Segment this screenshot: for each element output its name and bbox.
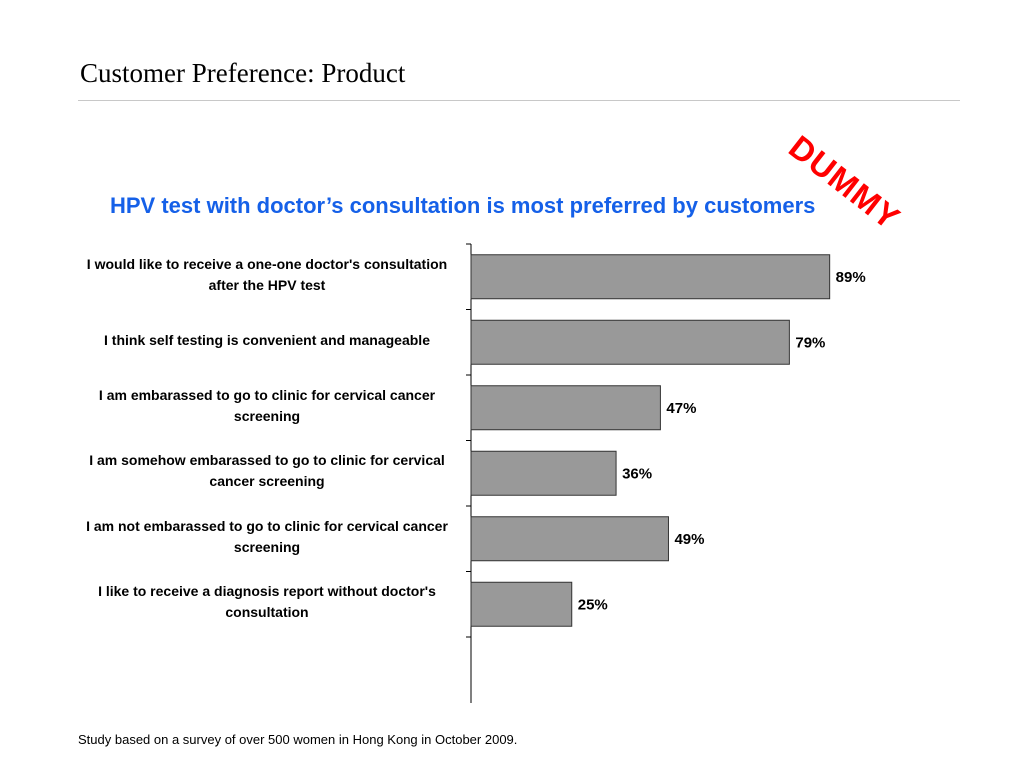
- title-divider: [78, 100, 960, 101]
- data-label: 25%: [578, 596, 608, 613]
- bar: [470, 516, 669, 562]
- category-label: I would like to receive a one-one doctor…: [86, 255, 448, 293]
- category-label: I think self testing is convenient and m…: [104, 331, 430, 348]
- category-label: I am embarassed to go to clinic for cerv…: [98, 386, 436, 424]
- data-label: 79%: [795, 334, 825, 351]
- dummy-stamp: DUMMY: [782, 128, 908, 237]
- data-label: 49%: [674, 531, 704, 548]
- bar-chart: 89% 79% 47% 36% 49% 25%: [466, 243, 866, 703]
- bar: [470, 319, 790, 365]
- bar: [470, 450, 617, 496]
- chart-headline: HPV test with doctor’s consultation is m…: [110, 193, 816, 218]
- category-label: I am not embarassed to go to clinic for …: [86, 517, 448, 555]
- slide-title: Customer Preference: Product: [80, 58, 406, 88]
- bar: [470, 254, 831, 300]
- footnote: Study based on a survey of over 500 wome…: [78, 732, 518, 747]
- category-label: I am somehow embarassed to go to clinic …: [89, 452, 445, 490]
- data-label: 47%: [666, 400, 696, 417]
- category-label: I like to receive a diagnosis report wit…: [98, 583, 436, 621]
- data-label: 36%: [622, 465, 652, 482]
- data-label: 89%: [836, 269, 866, 286]
- bar: [470, 581, 573, 627]
- bar: [470, 385, 661, 431]
